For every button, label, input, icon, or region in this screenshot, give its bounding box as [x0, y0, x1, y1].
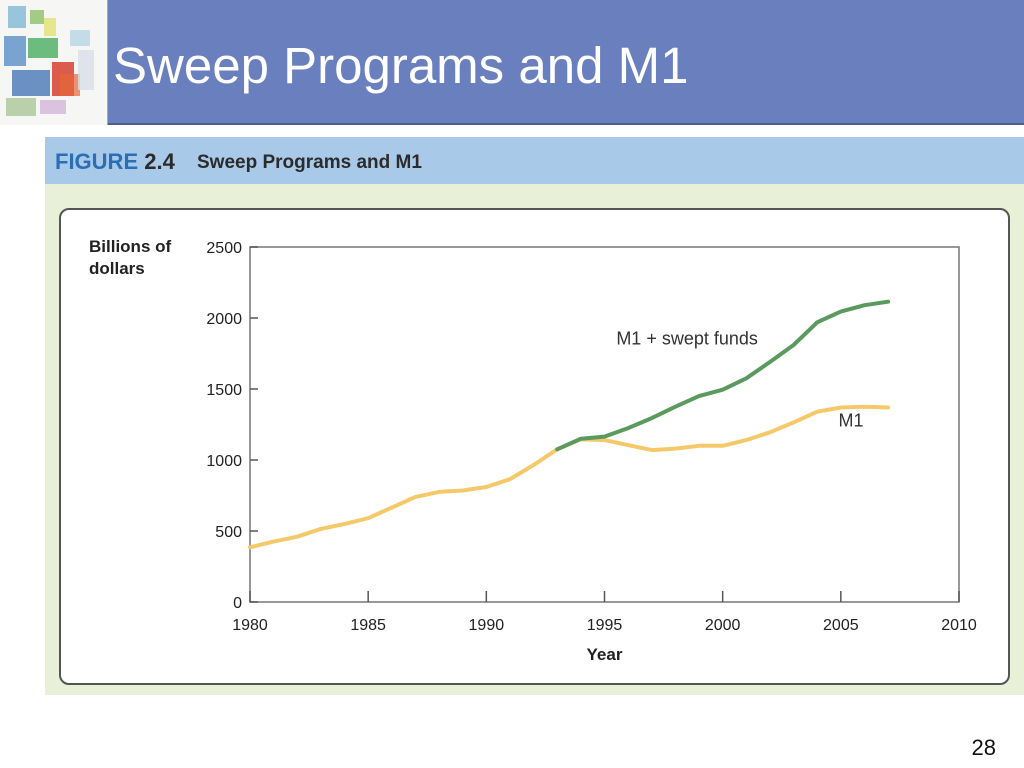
series-line-m1	[248, 404, 891, 550]
figure-caption: Sweep Programs and M1	[197, 152, 422, 173]
x-axis-label: Year	[587, 645, 623, 664]
title-bar	[108, 0, 1024, 125]
y-tick-label: 0	[233, 595, 242, 612]
page-number: 28	[971, 735, 996, 760]
figure-number-label: FIGURE 2.4	[55, 149, 175, 175]
x-tick-label: 2005	[823, 617, 859, 634]
x-tick-label: 2010	[941, 617, 977, 634]
figure-label-word: FIGURE	[55, 149, 139, 174]
x-tick-label: 1995	[587, 617, 623, 634]
figure-number: 2.4	[144, 149, 175, 174]
y-axis-label: dollars	[89, 259, 145, 278]
y-tick-label: 2000	[206, 311, 242, 328]
annotation-m1: M1	[838, 411, 863, 431]
line-chart: 1980 1985 1990 1995 2000 2005 2010 0 500 1000 1500…	[89, 237, 977, 664]
series-line-m1-swept-funds	[555, 299, 891, 452]
y-tick-label: 500	[215, 524, 242, 541]
x-tick-label: 1990	[469, 617, 505, 634]
y-tick-label: 1000	[206, 453, 242, 470]
x-tick-label: 1980	[232, 617, 268, 634]
y-tick-label: 1500	[206, 382, 242, 399]
x-tick-label: 2000	[705, 617, 741, 634]
y-axis-label: Billions of	[89, 237, 172, 256]
chart-frame: 1980 1985 1990 1995 2000 2005 2010 0 500 1000 1500…	[59, 208, 1010, 685]
figure-header: FIGURE 2.4 Sweep Programs and M1	[45, 137, 1024, 184]
x-tick-label: 1985	[350, 617, 386, 634]
annotation-m1-swept-funds: M1 + swept funds	[616, 328, 758, 348]
slide-title: Sweep Programs and M1	[113, 37, 689, 94]
y-tick-label: 2500	[206, 240, 242, 257]
logo-graphic	[0, 0, 107, 125]
figure-panel: FIGURE 2.4 Sweep Programs and M1 1980 198…	[45, 137, 1024, 695]
logo	[0, 0, 108, 125]
